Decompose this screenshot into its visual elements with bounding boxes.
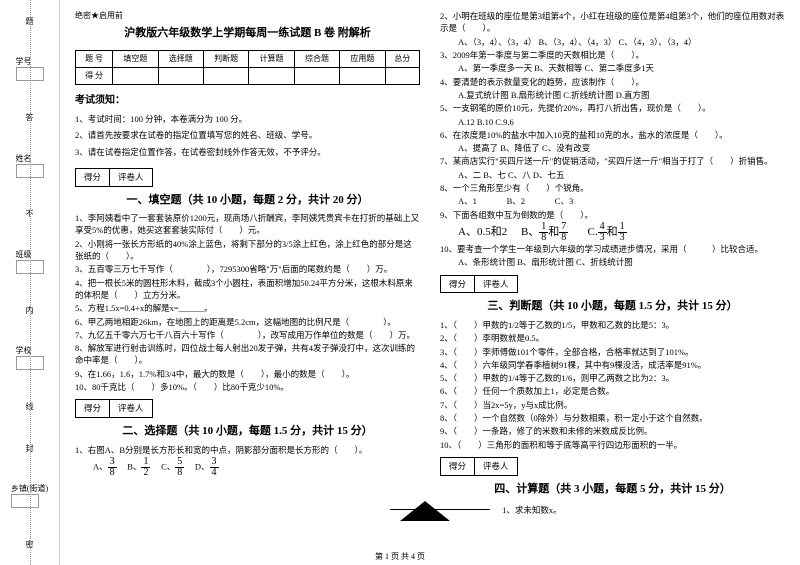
right-column: 2、小明在班级的座位是第3组第4个，小红在班级的座位是第4组第3个，他们的座位用…	[440, 10, 785, 560]
page-footer: 第 1 页 共 4 页	[0, 551, 800, 562]
fill-q: 4、把一根长5米的圆柱形木料，截成3个小圆柱，表面积增加50.24平方分米，这根…	[75, 277, 420, 302]
section-score-box: 得分 评卷人	[440, 457, 518, 476]
section-fill-title: 一、填空题（共 10 小题，每题 2 分，共计 20 分）	[75, 192, 420, 209]
choice-q10-opts: A、条形统计图 B、扇形统计图 C、折线统计图	[440, 256, 785, 268]
judge-q: 2、（ ）李明数就是0.5。	[440, 332, 785, 344]
judge-q: 4、（ ）六年级同学春季植树91棵，其中有9棵没活，成活率是91%。	[440, 359, 785, 371]
notice-title: 考试须知：	[75, 93, 420, 108]
choice-q: 7、某商店实行"买四斤送一斤"的促销活动，"买四斤送一斤"相当于打了（ ）折销售…	[440, 155, 785, 167]
choice-q: 8、一个三角形至少有（ ）个锐角。	[440, 182, 785, 194]
table-row: 题 号 填空题 选择题 判断题 计算题 综合题 应用题 总分	[76, 50, 420, 67]
fill-q: 7、九亿五千零六万七千八百六十写作（ ），改写成用万作单位的数是（ ）万。	[75, 329, 420, 341]
fill-q: 6、甲乙两地相距26km，在地图上的距离是5.2cm，这幅地图的比例尺是（ ）。	[75, 316, 420, 328]
choice-opts: A、二 B、七 C、八 D、七五	[440, 169, 785, 181]
secret-label: 绝密★启用前	[75, 10, 420, 22]
calc-q1: 1、求未知数x。	[502, 505, 562, 515]
choice-q: 2、小明在班级的座位是第3组第4个，小红在班级的座位是第4组第3个，他们的座位用…	[440, 10, 785, 35]
section-judge-title: 三、判断题（共 10 小题，每题 1.5 分，共计 15 分）	[440, 298, 785, 315]
judge-q: 6、（ ）任何一个质数加上1，必定是合数。	[440, 385, 785, 397]
choice-opts: A.12 B.10 C.9.6	[440, 116, 785, 128]
choice-opts: A.复式统计图 B.扇形统计图 C.折线统计图 D.直方图	[440, 89, 785, 101]
choice-opts: A、第一季度多一天 B、天数相等 C、第二季度多1天	[440, 62, 785, 74]
choice-opts: A、1 B、2 C、3	[440, 195, 785, 207]
judge-q: 9、（ ）一条路，修了的米数和未修的米数成反比例。	[440, 425, 785, 437]
section-calc-title: 四、计算题（共 3 小题，每题 5 分，共计 15 分）	[440, 481, 785, 498]
judge-q: 1、（ ）甲数的1/2等于乙数的1/5，甲数和乙数的比是5：3。	[440, 319, 785, 331]
choice-q: 9、下面各组数中互为倒数的是（ ）。	[440, 209, 785, 221]
fill-q: 10、80千克比（ ）多10%。（ ）比80千克少10%。	[75, 381, 420, 393]
triangle-icon	[400, 501, 450, 521]
binding-dotted-line	[30, 0, 31, 565]
calc-figure: 1、求未知数x。	[440, 501, 785, 521]
exam-title: 沪教版六年级数学上学期每周一练试题 B 卷 附解析	[75, 25, 420, 42]
fill-q: 2、小刚将一张长方形纸的40%涂上蓝色，将剩下部分的3/5涂上红色，涂上红色的部…	[75, 238, 420, 263]
judge-q: 3、（ ）李师傅做101个零件，全部合格，合格率就达到了101%。	[440, 346, 785, 358]
choice-q: 5、一支钢笔的原价10元，先提价20%，再打八折出售，现价是（ ）。	[440, 102, 785, 114]
fill-q: 9、在1.66，1.6，1.7%和3/4中，最大的数是（ ），最小的数是（ ）。	[75, 368, 420, 380]
section-score-box: 得分 评卷人	[75, 399, 153, 418]
choice-q9-options: A、0.5和2 B、18和78 C.43和13	[440, 222, 785, 243]
score-table: 题 号 填空题 选择题 判断题 计算题 综合题 应用题 总分 得 分	[75, 50, 420, 85]
section-score-box: 得分 评卷人	[440, 275, 518, 294]
choice-q1-options: A、38 B、12 C、58 D、34	[75, 457, 420, 478]
notice-item: 2、请首先按要求在试卷的指定位置填写您的姓名、班级、学号。	[75, 129, 420, 142]
choice-opts: A、提高了 B、降低了 C、没有改变	[440, 142, 785, 154]
page: 题 学号 答 姓名 不 班级 内 学校 线 封 乡镇(街道) 密 绝密★启用前 …	[0, 0, 800, 565]
fill-q: 3、五百零三万七千写作（ ），7295300省略"万"后面的尾数约是（ ）万。	[75, 263, 420, 275]
notice-block: 考试须知： 1、考试时间：100 分钟，本卷满分为 100 分。 2、请首先按要…	[75, 93, 420, 159]
notice-item: 1、考试时间：100 分钟，本卷满分为 100 分。	[75, 113, 420, 126]
table-row: 得 分	[76, 67, 420, 84]
choice-q: 6、在浓度是10%的盐水中加入10克的盐和10克的水，盐水的浓度是（ ）。	[440, 129, 785, 141]
fill-q: 5、方程1.5x=0.4+x的解是x=______。	[75, 302, 420, 314]
judge-q: 5、（ ）甲数的1/4等于乙数的1/6，则甲乙两数之比为2：3。	[440, 372, 785, 384]
section-score-box: 得分 评卷人	[75, 168, 153, 187]
choice-q10: 10、要考查一个学生一年级到六年级的学习成绩进步情况，采用（ ）比较合适。	[440, 243, 785, 255]
choice-q: 3、2009年第一季度与第二季度的天数相比是（ ）。	[440, 49, 785, 61]
section-choice-title: 二、选择题（共 10 小题，每题 1.5 分，共计 15 分）	[75, 423, 420, 440]
binding-margin: 题 学号 答 姓名 不 班级 内 学校 线 封 乡镇(街道) 密	[0, 0, 60, 565]
fill-q: 1、李阿姨看中了一套套装原价1200元，现商场八折酬宾，李阿姨凭贵宾卡在打折的基…	[75, 212, 420, 237]
judge-q: 8、（ ）一个自然数（0除外）与分数相乘，积一定小于这个自然数。	[440, 412, 785, 424]
judge-q: 7、（ ）当2x=5y，y与x成比例。	[440, 399, 785, 411]
judge-q: 10、（ ）三角形的面积和等于底等高平行四边形面积的一半。	[440, 439, 785, 451]
choice-q: 4、要清楚的表示数量变化的趋势，应该制作（ ）。	[440, 76, 785, 88]
content-area: 绝密★启用前 沪教版六年级数学上学期每周一练试题 B 卷 附解析 题 号 填空题…	[60, 0, 800, 565]
notice-item: 3、请在试卷指定位置作答，在试卷密封线外作答无效，不予评分。	[75, 146, 420, 159]
left-column: 绝密★启用前 沪教版六年级数学上学期每周一练试题 B 卷 附解析 题 号 填空题…	[75, 10, 420, 560]
fill-q: 8、解放军进行射击训练时，四位战士每人射出20发子弹，共有4发子弹没打中，这次训…	[75, 342, 420, 367]
choice-opts: A、（3，4）、（3，4） B、（3，4）、（4，3） C、（4，3）、（3，4…	[440, 36, 785, 48]
choice-q1: 1、右图A、B分别是长方形长和宽的中点，阴影部分面积是长方形的（ ）。	[75, 444, 420, 456]
